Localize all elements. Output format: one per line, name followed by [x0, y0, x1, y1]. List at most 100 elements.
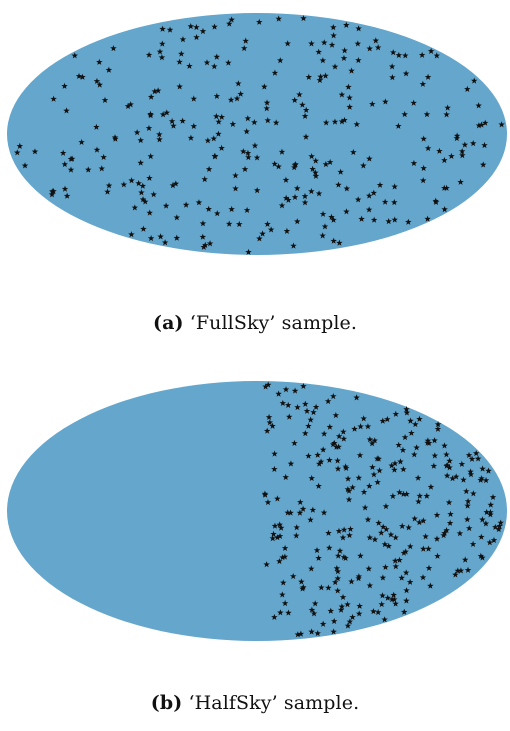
star-marker	[211, 63, 218, 70]
star-marker	[456, 530, 464, 537]
star-marker	[156, 136, 163, 143]
star-marker	[391, 466, 398, 473]
star-marker	[296, 91, 303, 98]
star-marker	[147, 110, 154, 117]
star-marker	[483, 508, 490, 516]
star-marker	[400, 465, 407, 473]
star-marker	[138, 189, 145, 196]
star-marker	[141, 198, 149, 205]
star-marker	[410, 99, 417, 106]
caption-fullsky: (a) ‘FullSky’ sample.	[0, 312, 510, 334]
star-marker	[251, 119, 258, 126]
star-marker	[182, 201, 190, 208]
star-marker	[420, 545, 427, 552]
star-marker	[452, 473, 460, 480]
star-marker	[461, 141, 469, 148]
star-marker	[309, 506, 317, 513]
star-marker	[264, 220, 271, 227]
star-marker	[308, 606, 316, 613]
star-marker	[236, 220, 243, 228]
star-marker	[390, 591, 397, 598]
star-marker	[343, 185, 351, 192]
star-marker	[343, 21, 350, 28]
star-marker	[320, 509, 328, 516]
star-marker	[297, 498, 304, 505]
star-marker	[434, 425, 442, 432]
star-marker	[381, 616, 388, 623]
star-marker	[448, 152, 455, 160]
star-marker	[446, 464, 453, 471]
star-marker	[270, 530, 277, 537]
star-marker	[403, 490, 410, 497]
star-marker	[50, 95, 57, 102]
star-marker	[391, 183, 398, 190]
star-marker	[245, 153, 252, 161]
star-marker	[156, 131, 163, 138]
star-marker	[423, 111, 431, 118]
star-marker	[294, 185, 301, 192]
star-marker	[96, 81, 103, 88]
star-marker	[392, 534, 399, 541]
star-marker	[163, 109, 171, 116]
star-marker	[284, 401, 292, 408]
star-marker	[305, 73, 313, 80]
star-marker	[378, 529, 385, 536]
star-marker	[283, 227, 291, 234]
star-marker	[276, 532, 284, 539]
star-layer	[261, 381, 504, 638]
star-marker	[67, 166, 75, 173]
star-marker	[425, 545, 432, 552]
star-marker	[364, 423, 372, 430]
star-marker	[278, 202, 286, 209]
star-marker	[319, 620, 327, 627]
star-marker	[400, 549, 408, 556]
star-marker	[308, 474, 315, 482]
star-marker	[276, 521, 283, 528]
star-marker	[411, 515, 418, 522]
star-marker	[459, 152, 466, 159]
star-marker	[218, 113, 225, 120]
star-marker	[302, 430, 309, 437]
star-marker	[271, 613, 278, 620]
star-marker	[395, 122, 402, 129]
star-marker	[336, 547, 344, 554]
star-marker	[342, 554, 349, 561]
star-marker	[199, 27, 207, 35]
star-marker	[346, 532, 353, 539]
star-marker	[443, 472, 451, 479]
star-marker	[100, 153, 107, 161]
star-marker	[355, 25, 362, 32]
star-marker	[342, 463, 349, 470]
star-marker	[63, 107, 70, 114]
star-marker	[366, 534, 374, 541]
star-marker	[253, 187, 261, 194]
star-marker	[278, 148, 286, 155]
star-marker	[479, 161, 487, 168]
star-marker	[416, 492, 424, 499]
star-marker	[211, 23, 218, 30]
star-marker	[366, 482, 373, 489]
star-marker	[14, 149, 21, 156]
star-marker	[227, 96, 235, 103]
star-marker	[487, 511, 494, 518]
star-marker	[281, 599, 289, 607]
star-marker	[298, 578, 305, 585]
star-marker	[402, 548, 409, 555]
star-marker	[344, 475, 352, 482]
star-marker	[388, 462, 395, 469]
star-marker	[391, 199, 398, 206]
star-marker	[243, 128, 250, 135]
star-marker	[360, 415, 367, 422]
star-marker	[314, 630, 321, 637]
star-marker	[78, 138, 85, 145]
star-marker	[241, 165, 249, 173]
star-marker	[79, 73, 86, 80]
star-marker	[335, 181, 342, 188]
star-marker	[402, 569, 410, 576]
star-marker	[346, 103, 353, 110]
star-marker	[384, 594, 391, 601]
star-marker	[48, 191, 56, 198]
star-marker	[345, 496, 353, 503]
star-marker	[355, 56, 362, 64]
star-marker	[443, 451, 450, 458]
